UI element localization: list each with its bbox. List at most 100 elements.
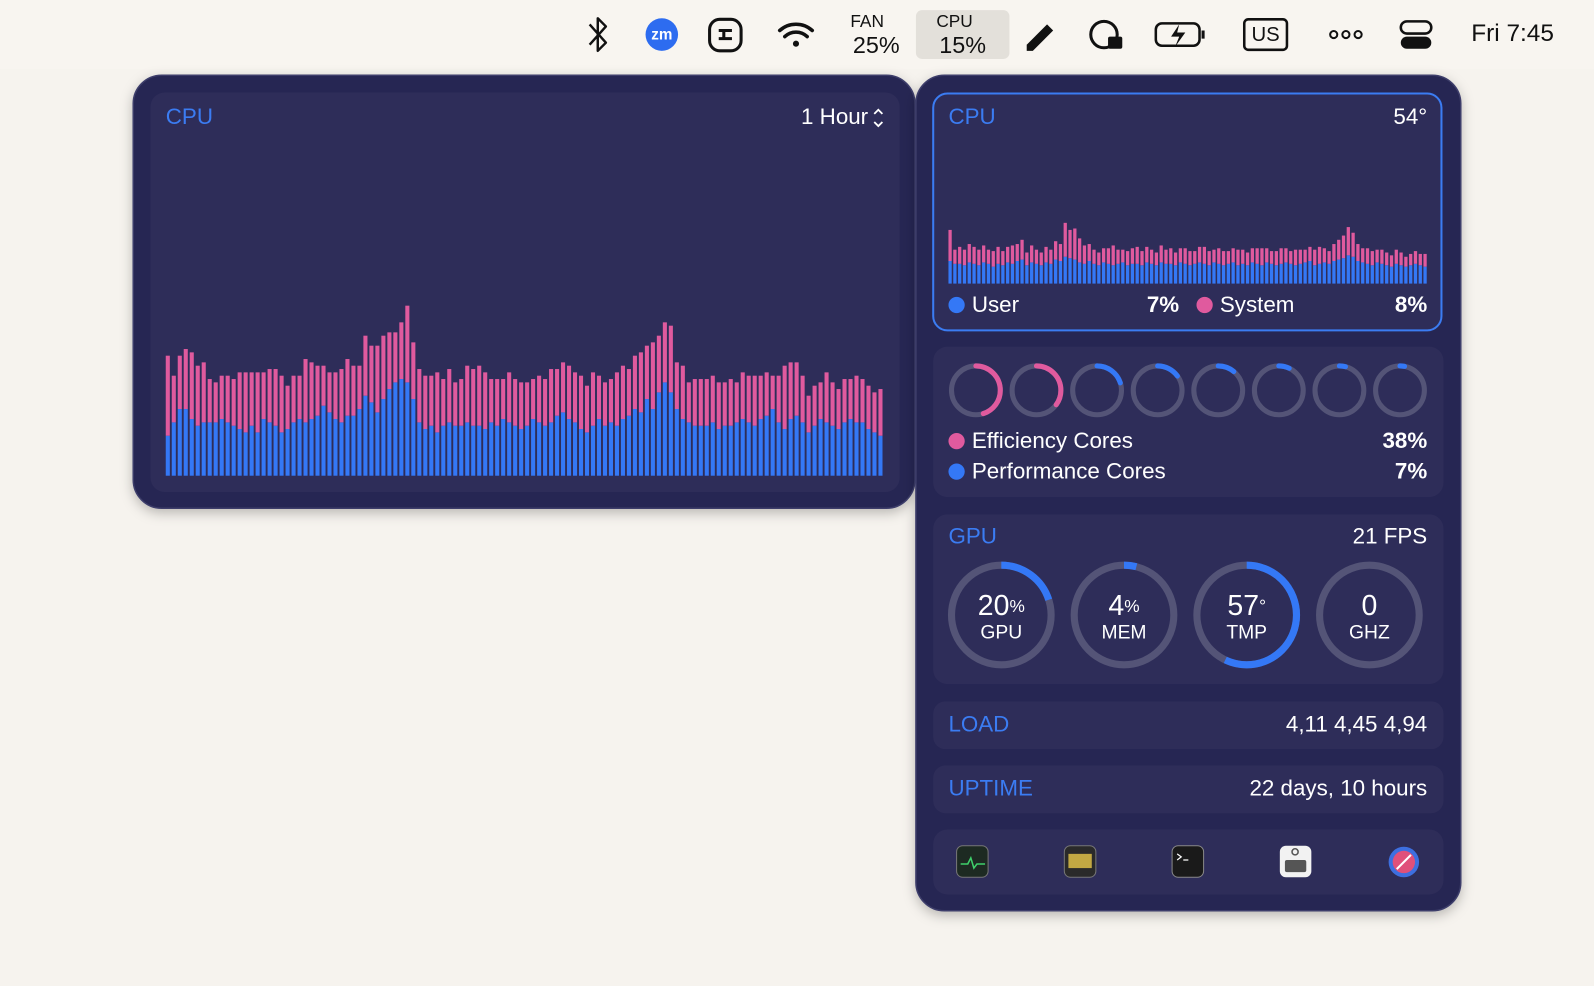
console-icon[interactable] <box>1063 845 1097 878</box>
bar-segment <box>602 425 608 476</box>
bar-segment <box>507 372 512 423</box>
bar-segment <box>1130 248 1135 264</box>
bar-segment <box>1068 229 1072 259</box>
bar-segment <box>291 375 296 423</box>
terminal-icon[interactable] <box>1171 845 1205 878</box>
bar-segment <box>1202 263 1207 284</box>
bar-segment <box>1361 262 1365 284</box>
legend-label: System <box>1220 292 1295 317</box>
bar-segment <box>327 412 332 476</box>
legend-value: 7% <box>1395 459 1427 484</box>
range-arrows[interactable] <box>873 108 884 128</box>
bar-segment <box>776 375 781 423</box>
bar-segment <box>1207 251 1211 266</box>
bar-segment <box>1250 248 1254 263</box>
more-icon[interactable] <box>1329 29 1363 40</box>
bar-segment <box>1087 260 1091 284</box>
bar-segment <box>393 382 398 476</box>
gauge-number: 57 <box>1227 589 1259 621</box>
bar-segment <box>836 429 841 476</box>
bar-segment <box>489 379 494 423</box>
bar-segment <box>1135 263 1139 284</box>
bar-segment <box>758 419 763 476</box>
bar-segment <box>321 405 326 476</box>
app-icon[interactable] <box>708 17 743 53</box>
bar-segment <box>1111 265 1115 284</box>
bar-segment <box>1173 252 1178 266</box>
bar-segment <box>189 352 194 420</box>
bar-segment <box>1015 244 1019 261</box>
bar-segment <box>1125 251 1130 266</box>
bar-segment <box>644 399 649 476</box>
bar-segment <box>800 422 805 476</box>
bar-segment <box>1073 228 1077 260</box>
lock-icon[interactable] <box>1089 19 1119 50</box>
bar-segment <box>393 332 398 383</box>
bar-segment <box>243 372 248 433</box>
bar-segment <box>1399 252 1403 266</box>
fan-value[interactable]: 25% <box>853 32 900 58</box>
bar-segment <box>722 425 727 476</box>
gauge-label: GPU <box>980 622 1022 643</box>
bar-segment <box>716 429 721 476</box>
bar-segment <box>1125 265 1130 284</box>
bar-segment <box>1356 260 1360 284</box>
clock[interactable]: Fri 7:45 <box>1471 20 1554 47</box>
bar-segment <box>549 422 554 476</box>
bluetooth-icon[interactable] <box>588 17 608 53</box>
zoom-icon[interactable] <box>645 18 679 51</box>
cpu-menu-highlight[interactable] <box>915 10 1010 59</box>
bar-segment <box>572 422 578 476</box>
bar-segment <box>1178 248 1183 263</box>
bar-segment <box>1260 248 1264 266</box>
bar-segment <box>1169 263 1173 284</box>
bar-segment <box>776 422 781 476</box>
lock-body <box>1108 36 1123 49</box>
bar-segment <box>734 382 739 423</box>
bar-segment <box>854 375 859 423</box>
bar-segment <box>1077 238 1082 263</box>
bar-segment <box>1404 256 1408 267</box>
bar-segment <box>1389 255 1394 267</box>
control-center-icon[interactable] <box>1399 20 1433 35</box>
legend-dot <box>948 463 965 480</box>
bar-segment <box>848 419 853 476</box>
battery-icon[interactable] <box>1154 22 1201 48</box>
gauge-value: 20% <box>978 589 1025 621</box>
bar-segment <box>1317 263 1322 284</box>
bar-segment <box>1101 248 1106 263</box>
bar-segment <box>1193 263 1197 284</box>
bar-segment <box>399 322 404 380</box>
bar-segment <box>1221 251 1226 266</box>
bar-segment <box>1140 265 1144 284</box>
istat-icon[interactable] <box>1388 846 1420 878</box>
legend-dot <box>948 433 965 450</box>
bar-segment <box>1255 263 1259 284</box>
bar-segment <box>1092 263 1096 284</box>
wifi-icon[interactable] <box>777 22 815 39</box>
bar-segment <box>656 335 661 393</box>
bar-segment <box>1149 263 1154 284</box>
bar-segment <box>1370 251 1374 266</box>
gauge-label: TMP <box>1226 622 1267 643</box>
bar-segment <box>728 425 733 476</box>
bar-segment <box>351 415 356 476</box>
bar-segment <box>1365 248 1370 264</box>
pen-icon[interactable] <box>1026 24 1054 51</box>
system-info-icon[interactable] <box>1279 845 1312 878</box>
bar-segment <box>806 395 811 433</box>
activity-monitor-icon[interactable] <box>956 845 989 878</box>
bar-segment <box>686 422 691 476</box>
range-selector[interactable]: 1 Hour <box>801 104 869 129</box>
input-source-box[interactable] <box>1242 18 1289 52</box>
bar-segment <box>632 355 637 410</box>
bar-segment <box>333 372 338 420</box>
bar-segment <box>1183 248 1187 264</box>
battery-tip <box>1201 30 1205 39</box>
bar-segment <box>1044 246 1048 263</box>
bar-segment <box>1034 249 1039 264</box>
bar-segment <box>1006 262 1010 284</box>
bar-segment <box>303 359 308 423</box>
bar-segment <box>321 365 326 406</box>
